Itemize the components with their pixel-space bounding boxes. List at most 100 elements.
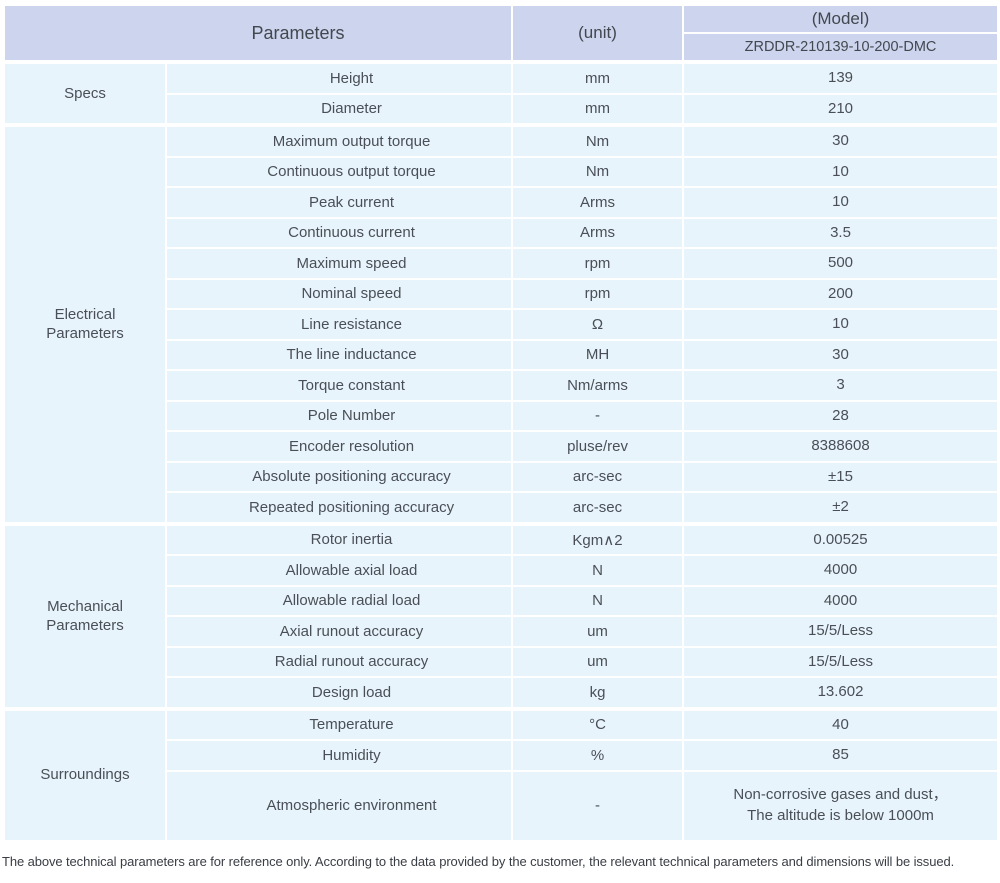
param-cell: Encoder resolution (164, 430, 514, 463)
param-cell: Continuous output torque (164, 155, 514, 188)
param-cell: Diameter (164, 92, 514, 126)
table-row: Allowable radial load N 4000 (4, 584, 1000, 617)
unit-cell: Arms (511, 216, 685, 249)
param-cell: Maximum speed (164, 247, 514, 280)
value-cell: 10 (682, 308, 1000, 341)
table-row: Continuous current Arms 3.5 (4, 216, 1000, 249)
unit-cell: N (511, 554, 685, 587)
table-row: Peak current Arms 10 (4, 186, 1000, 219)
param-cell: Height (164, 60, 514, 95)
value-cell: 15/5/Less (682, 645, 1000, 678)
unit-cell: - (511, 399, 685, 432)
table-row: Encoder resolution pluse/rev 8388608 (4, 430, 1000, 463)
value-cell: 210 (682, 92, 1000, 126)
unit-cell: pluse/rev (511, 430, 685, 463)
table-row: Atmospheric environment - Non-corrosive … (4, 769, 1000, 842)
value-cell: 10 (682, 186, 1000, 219)
value-cell: 8388608 (682, 430, 1000, 463)
param-cell: Pole Number (164, 399, 514, 432)
value-cell: 500 (682, 247, 1000, 280)
table-row: Continuous output torque Nm 10 (4, 155, 1000, 188)
table-row: Maximum speed rpm 500 (4, 247, 1000, 280)
table-row: Allowable axial load N 4000 (4, 554, 1000, 587)
header-row-1: Parameters (unit) (Model) (2, 4, 1000, 63)
param-cell: Rotor inertia (164, 521, 514, 556)
param-cell: Humidity (164, 739, 514, 772)
param-cell: Nominal speed (164, 277, 514, 310)
unit-cell: um (511, 615, 685, 648)
section-label-specs: Specs (3, 60, 167, 126)
unit-cell: arc-sec (511, 491, 685, 525)
table-row: Torque constant Nm/arms 3 (4, 369, 1000, 402)
table-header: Parameters (unit) (Model) ZRDDR-210139-1… (2, 4, 1000, 63)
value-cell: 4000 (682, 584, 1000, 617)
unit-cell: mm (511, 60, 685, 95)
table-row: Axial runout accuracy um 15/5/Less (4, 615, 1000, 648)
value-cell: ±15 (682, 460, 1000, 493)
unit-header-cell: (unit) (511, 4, 685, 63)
value-cell: Non-corrosive gases and dust， The altitu… (682, 769, 1000, 842)
header-row-2: ZRDDR-210139-10-200-DMC (4, 32, 1000, 63)
value-cell: 85 (682, 739, 1000, 772)
unit-cell: rpm (511, 277, 685, 310)
table-row: Diameter mm 210 (4, 92, 1000, 126)
unit-cell: - (511, 769, 685, 842)
value-cell: 0.00525 (682, 521, 1000, 556)
table-row: Design load kg 13.602 (4, 676, 1000, 710)
table-row: Radial runout accuracy um 15/5/Less (4, 645, 1000, 678)
unit-cell: Kgm∧2 (511, 521, 685, 556)
section-label-mechanical: Mechanical Parameters (3, 521, 167, 710)
param-cell: Continuous current (164, 216, 514, 249)
value-cell: ±2 (682, 491, 1000, 525)
param-cell: The line inductance (164, 338, 514, 371)
parameters-header-label: Parameters (251, 22, 345, 43)
table-row: Surroundings Temperature °C 40 (3, 706, 1000, 842)
model-header-cell: (Model) (682, 4, 1000, 34)
value-cell: 15/5/Less (682, 615, 1000, 648)
unit-cell: arc-sec (511, 460, 685, 493)
table-row: Humidity % 85 (4, 739, 1000, 772)
value-cell: 28 (682, 399, 1000, 432)
unit-cell: N (511, 584, 685, 617)
table-body: Specs Height mm 139 Diameter mm 210 Elec… (3, 60, 1000, 842)
value-cell: 10 (682, 155, 1000, 188)
param-cell: Peak current (164, 186, 514, 219)
table-row: Specs Height mm 139 (3, 60, 1000, 126)
param-cell: Radial runout accuracy (164, 645, 514, 678)
unit-cell: Ω (511, 308, 685, 341)
disclaimer-note: The above technical parameters are for r… (2, 854, 955, 869)
section-label-electrical: Electrical Parameters (3, 123, 167, 525)
table-row: Electrical Parameters Maximum output tor… (3, 123, 1000, 525)
param-cell: Temperature (164, 706, 514, 741)
value-cell: 3 (682, 369, 1000, 402)
value-cell: 4000 (682, 554, 1000, 587)
table-row: Line resistance Ω 10 (4, 308, 1000, 341)
unit-cell: Nm (511, 155, 685, 188)
unit-cell: °C (511, 706, 685, 741)
unit-cell: kg (511, 676, 685, 710)
param-cell: Torque constant (164, 369, 514, 402)
param-cell: Allowable radial load (164, 584, 514, 617)
unit-cell: Arms (511, 186, 685, 219)
unit-cell: Nm (511, 123, 685, 158)
param-cell: Allowable axial load (164, 554, 514, 587)
value-cell: 40 (682, 706, 1000, 741)
param-cell: Absolute positioning accuracy (164, 460, 514, 493)
unit-cell: MH (511, 338, 685, 371)
unit-cell: Nm/arms (511, 369, 685, 402)
param-cell: Axial runout accuracy (164, 615, 514, 648)
param-cell: Design load (164, 676, 514, 710)
value-cell: 3.5 (682, 216, 1000, 249)
value-cell: 30 (682, 338, 1000, 371)
value-cell: 139 (682, 60, 1000, 95)
param-cell: Atmospheric environment (164, 769, 514, 842)
param-cell: Maximum output torque (164, 123, 514, 158)
param-cell: Line resistance (164, 308, 514, 341)
parameters-header-cell: Parameters (2, 4, 514, 63)
unit-cell: mm (511, 92, 685, 126)
unit-cell: % (511, 739, 685, 772)
table-row: Repeated positioning accuracy arc-sec ±2 (4, 491, 1000, 525)
table-row: Absolute positioning accuracy arc-sec ±1… (4, 460, 1000, 493)
value-cell: 30 (682, 123, 1000, 158)
